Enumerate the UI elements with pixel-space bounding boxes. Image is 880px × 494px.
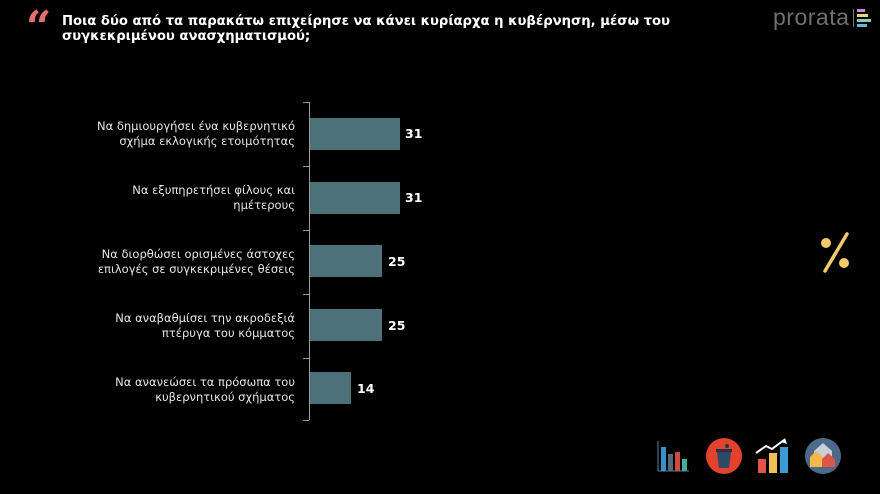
bar-value: 31: [405, 190, 423, 205]
percent-icon: [821, 232, 849, 273]
label-line: Να δημιουργήσει ένα κυβερνητικό: [96, 119, 295, 133]
label-line: Να διορθώσει ορισμένες άστοχες: [101, 247, 295, 261]
bar-value: 14: [357, 381, 375, 396]
axis-tick: [303, 166, 309, 167]
label-line: Να αναβαθμίσει την ακροδεξιά: [115, 311, 295, 325]
logo-mark-icon: [853, 8, 872, 27]
bar: [310, 372, 351, 404]
bar-chart-icon[interactable]: [653, 437, 691, 475]
bar-value: 25: [388, 254, 406, 269]
axis-tick: [303, 230, 309, 231]
category-label: Να διορθώσει ορισμένες άστοχες επιλογές …: [60, 247, 295, 277]
category-label: Να ανανεώσει τα πρόσωπα του κυβερνητικού…: [60, 375, 295, 405]
bar-value: 31: [405, 126, 423, 141]
bar: [310, 182, 400, 214]
logo-text: prorata: [773, 4, 850, 30]
label-line: κυβερνητικού σχήματος: [155, 390, 295, 404]
podium-icon[interactable]: [705, 437, 743, 475]
bar: [310, 118, 400, 150]
prorata-logo: prorata: [773, 4, 872, 31]
y-axis: [309, 102, 310, 420]
houses-icon[interactable]: [804, 437, 842, 475]
axis-tick: [303, 420, 309, 421]
category-label: Να αναβαθμίσει την ακροδεξιά πτέρυγα του…: [60, 311, 295, 341]
axis-tick: [303, 294, 309, 295]
label-line: επιλογές σε συγκεκριμένες θέσεις: [97, 262, 295, 276]
axis-tick: [303, 358, 309, 359]
quote-icon: “: [26, 2, 51, 53]
label-line: Να εξυπηρετήσει φίλους και: [132, 183, 295, 197]
growth-chart-icon[interactable]: [754, 437, 792, 475]
bar: [310, 309, 382, 341]
question-title: Ποια δύο από τα παρακάτω επιχείρησε να κ…: [62, 14, 671, 44]
label-line: πτέρυγα του κόμματος: [161, 326, 295, 340]
label-line: Να ανανεώσει τα πρόσωπα του: [115, 375, 295, 389]
bar: [310, 245, 382, 277]
label-line: ημέτερους: [233, 198, 295, 212]
bar-value: 25: [388, 318, 406, 333]
axis-tick: [303, 102, 309, 103]
label-line: σχήμα εκλογικής ετοιμότητας: [119, 134, 295, 148]
category-label: Να δημιουργήσει ένα κυβερνητικό σχήμα εκ…: [60, 119, 295, 149]
category-label: Να εξυπηρετήσει φίλους και ημέτερους: [60, 183, 295, 213]
